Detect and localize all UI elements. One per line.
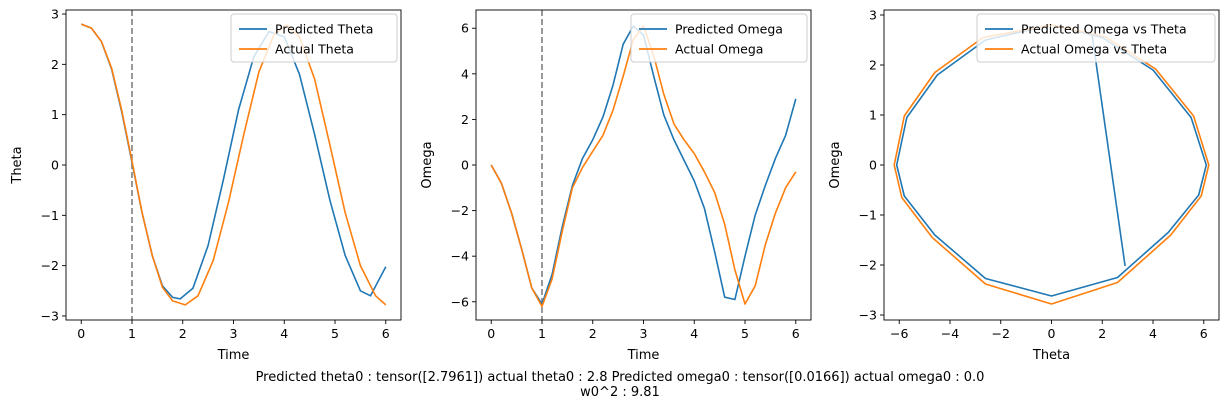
x-tick-label: 6	[1200, 326, 1208, 341]
y-tick-label: 1	[51, 107, 59, 122]
legend-box	[630, 13, 808, 63]
caption-line-1: Predicted theta0 : tensor([2.7961]) actu…	[255, 370, 985, 385]
legend-label-predicted: Predicted Theta	[275, 22, 373, 37]
y-tick-label: 6	[461, 21, 469, 36]
x-axis-label: Time	[217, 348, 250, 363]
x-tick-label: 2	[1098, 326, 1106, 341]
y-tick-label: −2	[41, 258, 59, 273]
x-tick-label: −4	[941, 326, 959, 341]
legend-box	[976, 13, 1216, 63]
legend-label-predicted: Predicted Omega	[675, 22, 783, 37]
x-tick-label: 2	[589, 326, 597, 341]
x-tick-label: 0	[487, 326, 495, 341]
x-tick-label: 1	[538, 326, 546, 341]
y-axis-label: Omega	[420, 141, 435, 188]
x-tick-label: −6	[890, 326, 908, 341]
x-tick-label: 4	[1149, 326, 1157, 341]
x-tick-label: 3	[230, 326, 238, 341]
x-tick-label: 0	[1048, 326, 1056, 341]
subplot-3: −6 −4 −2 0 2 4 6 −3 −2 −1 0 1 2 3 Theta Omega Predicted …	[828, 8, 1220, 363]
x-tick-label: 2	[179, 326, 187, 341]
y-tick-label: 2	[869, 58, 877, 73]
x-tick-label: 1	[128, 326, 136, 341]
actual-series-line	[80, 23, 387, 306]
y-tick-label: −6	[451, 294, 469, 309]
predicted-series-line	[490, 25, 797, 305]
y-tick-label: −1	[859, 208, 877, 223]
figure: 0 1 2 3 4 5 6 −3 −2 −1 0 1 2 3 Time Theta Predicted Thet…	[10, 7, 1220, 363]
y-tick-label: 4	[461, 66, 469, 81]
legend-label-actual: Actual Theta	[275, 42, 354, 57]
y-tick-label: 0	[51, 158, 59, 173]
subplot-2: 0 1 2 3 4 5 6 −6 −4 −2 0 2 4 6 Time Omega Predicted Omeg…	[420, 9, 812, 363]
legend-label-actual: Actual Omega	[675, 42, 763, 57]
x-tick-label: 0	[77, 326, 85, 341]
legend-label-actual: Actual Omega vs Theta	[1021, 42, 1167, 57]
subplot-1: 0 1 2 3 4 5 6 −3 −2 −1 0 1 2 3 Time Theta Predicted Thet…	[10, 7, 402, 363]
y-tick-label: −2	[451, 203, 469, 218]
x-tick-label: 6	[382, 326, 390, 341]
legend-box	[230, 13, 398, 63]
x-tick-label: 5	[331, 326, 339, 341]
x-tick-label: 4	[690, 326, 698, 341]
x-tick-label: 4	[280, 326, 288, 341]
caption-line-2: w0^2 : 9.81	[580, 385, 660, 400]
x-tick-label: 3	[640, 326, 648, 341]
x-tick-label: 5	[741, 326, 749, 341]
y-tick-label: 2	[51, 57, 59, 72]
predicted-series-line	[80, 23, 387, 300]
y-axis-label: Theta	[10, 146, 25, 184]
figure-caption: Predicted theta0 : tensor([2.7961]) actu…	[0, 370, 1232, 400]
x-axis-label: Theta	[1032, 348, 1070, 363]
actual-series-line	[893, 24, 1210, 305]
x-tick-label: −2	[992, 326, 1010, 341]
y-tick-label: 2	[461, 112, 469, 127]
y-tick-label: −3	[41, 308, 59, 323]
legend-label-predicted: Predicted Omega vs Theta	[1021, 22, 1187, 37]
y-tick-label: 1	[869, 108, 877, 123]
y-tick-label: −2	[859, 258, 877, 273]
y-axis-label: Omega	[828, 141, 843, 188]
y-tick-label: 0	[869, 158, 877, 173]
x-tick-label: 6	[792, 326, 800, 341]
actual-series-line	[490, 25, 797, 308]
x-axis-label: Time	[627, 348, 660, 363]
y-tick-label: 3	[51, 7, 59, 22]
y-tick-label: 0	[461, 158, 469, 173]
y-tick-label: 3	[869, 8, 877, 23]
y-tick-label: −1	[41, 208, 59, 223]
y-tick-label: −4	[451, 249, 469, 264]
y-tick-label: −3	[859, 308, 877, 323]
